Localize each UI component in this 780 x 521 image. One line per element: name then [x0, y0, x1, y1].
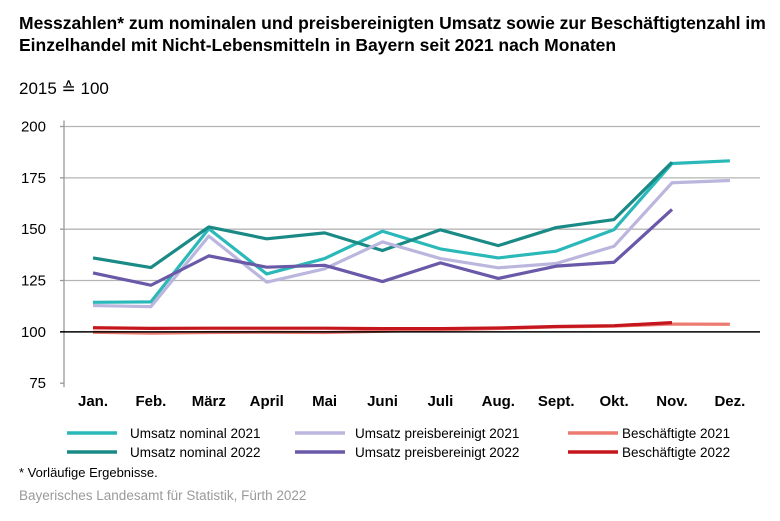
x-tick-label: April [250, 393, 284, 410]
series-line-3 [92, 208, 674, 287]
y-tick-label: 175 [21, 170, 46, 187]
x-tick-label: Sept. [538, 393, 575, 410]
y-tick-label: 75 [29, 375, 46, 392]
y-tick-label: 200 [21, 119, 46, 136]
chart-title: Messzahlen* zum nominalen und preisberei… [19, 13, 766, 55]
y-tick-label: 100 [21, 324, 46, 341]
legend-label: Umsatz nominal 2021 [130, 426, 261, 441]
source-note: Bayerisches Landesamt für Statistik, Für… [19, 488, 307, 503]
footnote: * Vorläufige Ergebnisse. [19, 465, 158, 480]
x-tick-label: Nov. [656, 393, 687, 410]
legend-label: Umsatz preisbereinigt 2022 [355, 445, 519, 460]
series-line-2 [92, 178, 730, 309]
x-tick-label: Dez. [714, 393, 745, 410]
x-tick-label: Aug. [482, 393, 515, 410]
x-tick-label: März [192, 393, 226, 410]
chart-subtitle: 2015 ≙ 100 [19, 79, 109, 98]
x-tick-label: Juni [367, 393, 398, 410]
x-tick-label: Feb. [135, 393, 166, 410]
x-tick-label: Mai [312, 393, 337, 410]
legend-label: Beschäftigte 2022 [622, 445, 730, 460]
y-tick-label: 150 [21, 221, 46, 238]
legend-label: Beschäftigte 2021 [622, 426, 730, 441]
x-tick-label: Jan. [78, 393, 108, 410]
legend-label: Umsatz nominal 2022 [130, 445, 261, 460]
series-line-5 [92, 321, 673, 331]
y-tick-label: 125 [21, 273, 46, 290]
legend-label: Umsatz preisbereinigt 2021 [355, 426, 519, 441]
series-line-1 [92, 161, 674, 270]
x-tick-label: Okt. [600, 393, 629, 410]
x-tick-label: Juli [427, 393, 453, 410]
